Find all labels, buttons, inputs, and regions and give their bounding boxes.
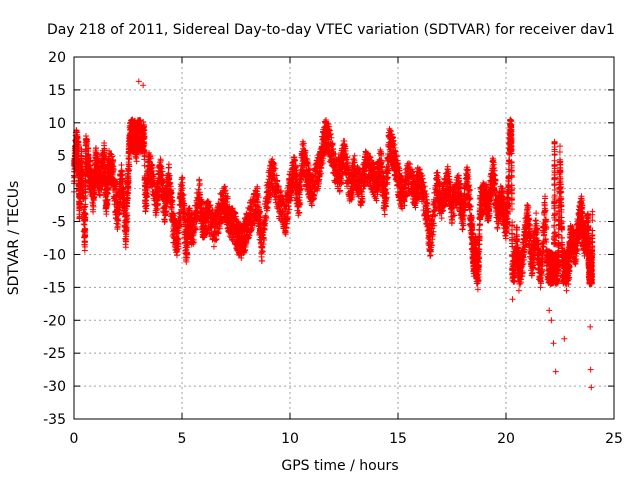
x-tick-label: 5 [178, 431, 187, 447]
data-point-band [87, 163, 94, 170]
x-tick-label: 10 [281, 431, 299, 447]
data-point-band [124, 195, 131, 202]
data-point-band [378, 149, 385, 156]
data-point-band [101, 140, 108, 147]
data-point-band [381, 211, 388, 218]
data-point-band [82, 227, 89, 234]
data-point-band [104, 196, 111, 203]
y-tick-label: 0 [57, 182, 66, 198]
data-point-band [157, 157, 164, 164]
data-point-band [82, 186, 89, 193]
data-point-band [101, 146, 108, 153]
data-point-band [82, 232, 89, 239]
data-point-band [126, 156, 133, 163]
data-point-band [126, 163, 133, 170]
data-point-band [116, 207, 123, 214]
data-point-band [165, 161, 172, 168]
axis-ticks: -35 -30 -25 -20 -15 -10 -5 0 5 10 15 20 0 5 10 15 20 25 [43, 50, 623, 447]
data-point-band [118, 168, 125, 175]
data-point-band [141, 140, 148, 147]
x-tick-label: 25 [605, 431, 623, 447]
data-point-band [81, 206, 88, 213]
data-point-band [124, 212, 131, 219]
y-tick-label: 15 [48, 83, 66, 99]
data-point-band [115, 217, 122, 224]
data-point-band [90, 202, 97, 209]
data-point-band [141, 135, 148, 142]
data-point-band [82, 193, 89, 200]
y-tick-label: -25 [43, 346, 66, 362]
data-point-band [123, 238, 130, 245]
data-point-band [82, 211, 89, 218]
data-point-band [144, 190, 151, 197]
data-point-band [109, 153, 116, 160]
data-point-band [126, 150, 133, 157]
data-point-band [210, 243, 217, 250]
data-point-band [179, 175, 186, 182]
x-tick-label: 20 [497, 431, 515, 447]
data-point-band [125, 185, 132, 192]
data-point-band [119, 171, 126, 178]
y-tick-label: 10 [48, 116, 66, 132]
data-point-band [125, 177, 132, 184]
data-point-band [124, 203, 131, 210]
data-point-band [147, 155, 154, 162]
data-point-band [259, 257, 266, 264]
data-points [71, 78, 596, 391]
y-tick-label: -30 [43, 379, 66, 395]
data-point-band [143, 202, 150, 209]
x-tick-label: 15 [389, 431, 407, 447]
data-point-band [110, 156, 117, 163]
data-point-band [141, 127, 148, 134]
data-point-band [82, 201, 89, 208]
data-point-band [97, 192, 104, 199]
data-point-band [133, 158, 140, 165]
data-point-band [90, 203, 97, 210]
chart-title: Day 218 of 2011, Sidereal Day-to-day VTE… [47, 22, 615, 38]
data-point-band [144, 193, 151, 200]
y-tick-label: -35 [43, 412, 66, 428]
y-tick-label: -15 [43, 280, 66, 296]
data-point-band [118, 162, 125, 169]
data-point-band [196, 180, 203, 187]
y-tick-label: -10 [43, 247, 66, 263]
y-tick-label: -5 [52, 215, 66, 231]
data-point-band [84, 138, 91, 145]
data-point-band [196, 176, 203, 183]
data-point-band [122, 244, 129, 251]
y-tick-label: -20 [43, 313, 66, 329]
y-tick-label: 20 [48, 50, 66, 66]
y-tick-label: 5 [57, 149, 66, 165]
x-tick-label: 0 [70, 431, 79, 447]
data-point-band [351, 152, 358, 159]
data-point-band [145, 184, 152, 191]
